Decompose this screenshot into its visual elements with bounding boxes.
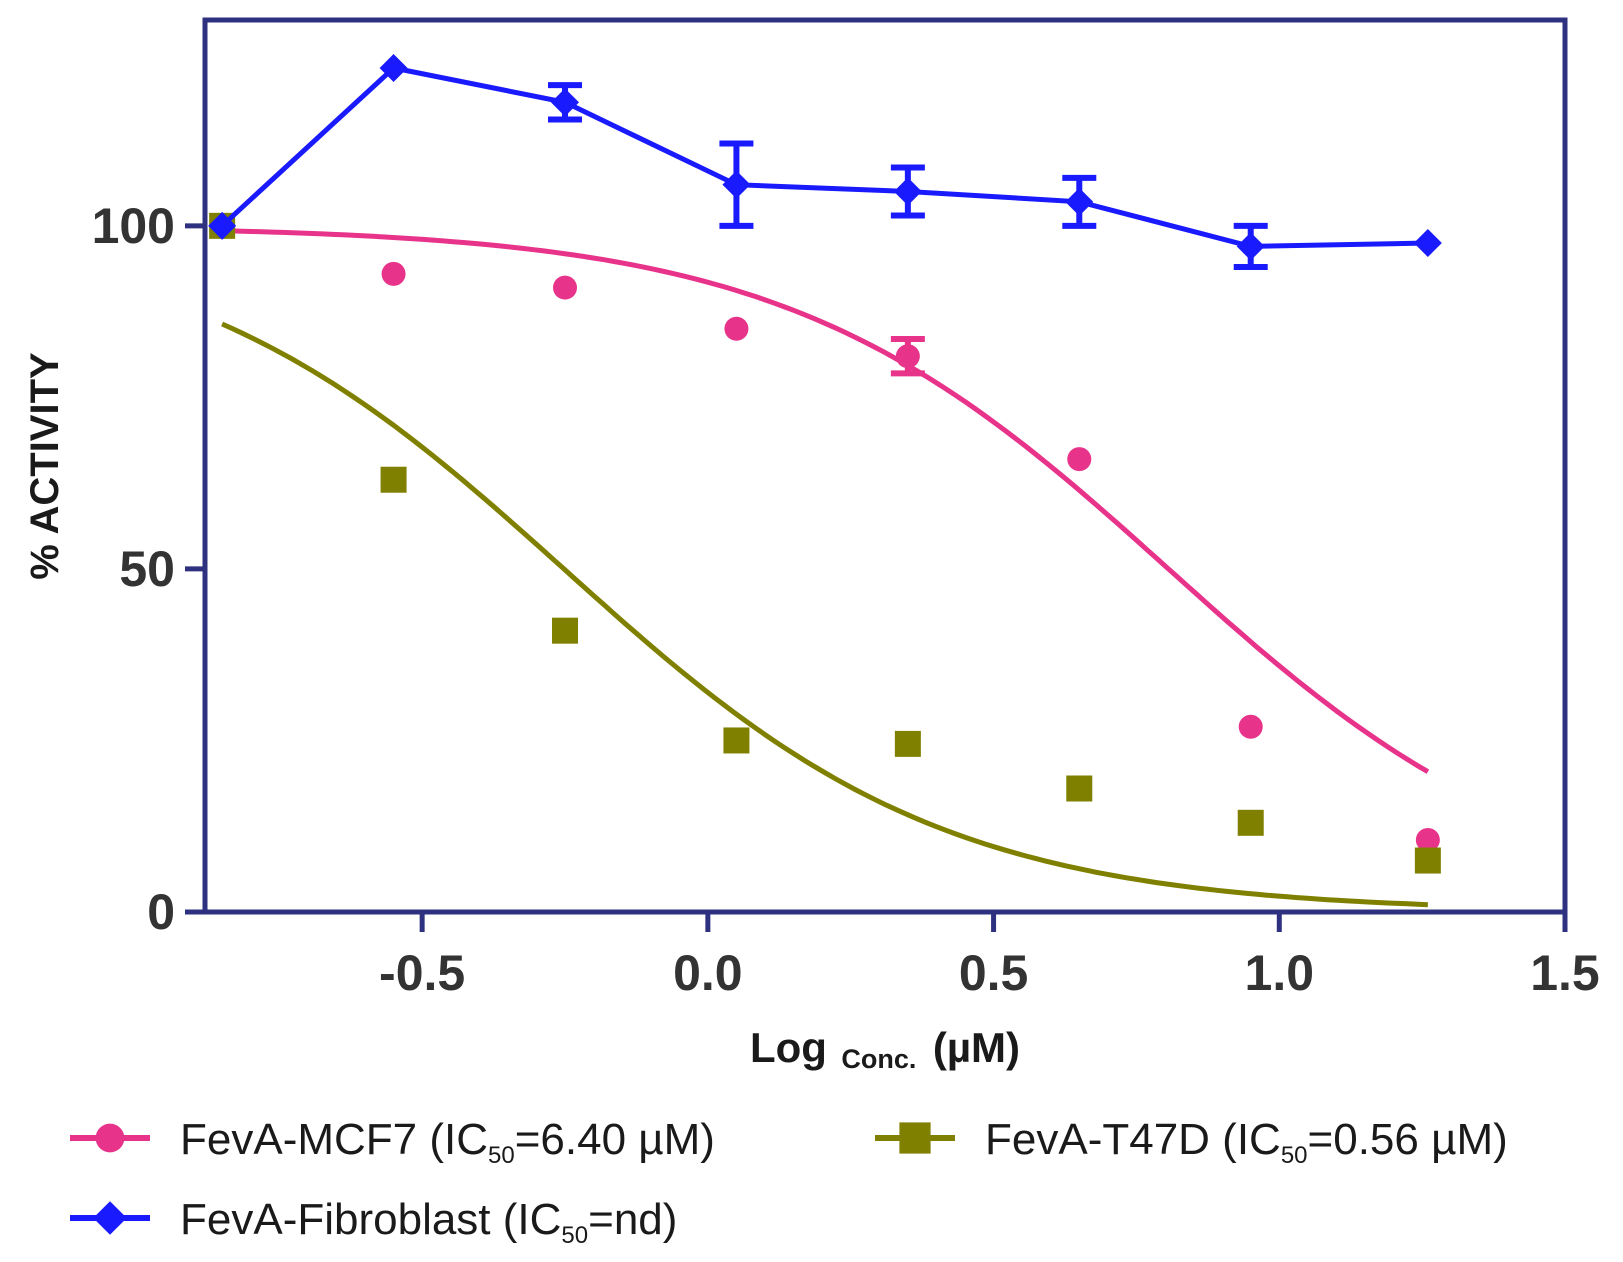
x-tick-label: 0.5: [959, 945, 1029, 1001]
legend-marker: [899, 1122, 931, 1154]
x-axis-title-sub: Conc.: [841, 1044, 916, 1074]
data-point: [895, 344, 920, 369]
data-point: [1065, 187, 1094, 216]
x-tick-label: 0.0: [673, 945, 743, 1001]
y-tick-label: 100: [92, 198, 175, 254]
data-point: [379, 54, 408, 83]
series-layer: [208, 54, 1442, 908]
legend-label-prefix: FevA-MCF7 (IC: [180, 1115, 488, 1164]
x-axis-title-main: Log: [750, 1024, 827, 1071]
legend-item: FevA-Fibroblast (IC50=nd): [70, 1195, 677, 1249]
data-point: [1067, 447, 1092, 472]
series-line: [220, 65, 1428, 249]
x-tick-label: 1.0: [1245, 945, 1315, 1001]
y-tick-label: 0: [147, 884, 175, 940]
data-point: [723, 727, 750, 754]
data-point: [553, 275, 577, 300]
legend-label: FevA-Fibroblast (IC50=nd): [180, 1195, 677, 1249]
data-point: [1413, 229, 1442, 257]
plot-frame: [202, 17, 1568, 915]
series-feva-fibroblast: [208, 54, 1442, 271]
legend-label: FevA-MCF7 (IC50=6.40 µM): [180, 1115, 715, 1169]
series-feva-mcf7: [210, 213, 1440, 852]
y-axis-ticks: 0 50 100: [92, 198, 205, 940]
x-tick-label: 1.5: [1530, 945, 1600, 1001]
data-point: [1414, 847, 1441, 874]
data-point: [1415, 827, 1440, 852]
data-point: [722, 170, 751, 199]
x-tick-label: -0.5: [379, 945, 465, 1001]
x-axis-title-unit: (µM): [933, 1024, 1020, 1071]
y-axis-title: % ACTIVITY: [23, 352, 67, 580]
data-point: [1238, 714, 1263, 739]
legend-label-value: =nd): [588, 1195, 677, 1244]
data-point: [551, 88, 579, 117]
x-axis-ticks: -0.5 0.0 0.5 1.0 1.5: [379, 912, 1600, 1001]
legend-label-value: =0.56 µM): [1308, 1115, 1508, 1164]
legend-label-sub: 50: [561, 1222, 588, 1249]
data-point: [381, 261, 406, 286]
data-point: [380, 466, 407, 493]
data-point: [1237, 809, 1264, 836]
legend-label-sub: 50: [1281, 1142, 1308, 1169]
legend-marker: [95, 1123, 125, 1153]
legend-label-value: =6.40 µM): [515, 1115, 715, 1164]
x-axis-title: Log Conc. (µM): [750, 1024, 1020, 1074]
legend-label-prefix: FevA-Fibroblast (IC: [180, 1195, 561, 1244]
legend: FevA-MCF7 (IC50=6.40 µM) FevA-T47D (IC50=…: [70, 1115, 1508, 1249]
legend-label-prefix: FevA-T47D (IC: [985, 1115, 1281, 1164]
data-point: [724, 316, 749, 341]
data-point: [552, 617, 578, 644]
data-point: [894, 730, 921, 757]
y-tick-label: 50: [119, 541, 175, 597]
data-point: [1236, 232, 1265, 261]
legend-item: FevA-T47D (IC50=0.56 µM): [875, 1115, 1508, 1169]
legend-marker: [93, 1201, 127, 1235]
legend-label-sub: 50: [488, 1142, 515, 1169]
series-feva-t47d: [209, 212, 1441, 908]
data-point: [208, 211, 237, 240]
legend-label: FevA-T47D (IC50=0.56 µM): [985, 1115, 1508, 1169]
fit-curve: [222, 228, 1430, 774]
data-point: [1066, 775, 1093, 802]
data-point: [893, 177, 922, 206]
legend-item: FevA-MCF7 (IC50=6.40 µM): [70, 1115, 715, 1169]
fit-curve: [221, 321, 1428, 908]
